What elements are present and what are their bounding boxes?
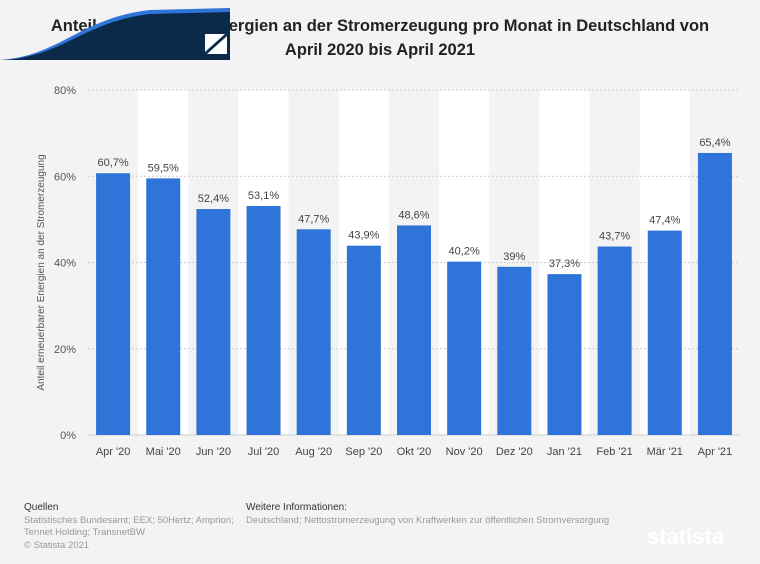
- bar: [146, 178, 181, 435]
- sources-line: Statistisches Bundesamt; EEX; 50Hertz; A…: [24, 514, 234, 526]
- data-label: 48,6%: [398, 209, 429, 221]
- copyright: © Statista 2021: [24, 539, 90, 551]
- sources: Quellen Statistisches Bundesamt; EEX; 50…: [24, 502, 234, 552]
- sources-heading: Quellen: [24, 502, 59, 513]
- bar-chart: 0% 20% 40% 60% 80% Anteil erneuerbarer Energi…: [36, 85, 740, 458]
- x-tick-label: Jan '21: [547, 446, 582, 458]
- bar: [447, 261, 482, 435]
- data-label: 52,4%: [198, 193, 229, 205]
- data-label: 43,7%: [599, 231, 630, 243]
- bar: [296, 229, 331, 435]
- statista-logo: statista: [646, 524, 724, 549]
- sources-line: Tennet Holding; TransnetBW: [24, 527, 145, 538]
- x-tick-label: Mai '20: [146, 446, 181, 458]
- y-tick-label: 20%: [54, 344, 76, 356]
- bar: [96, 173, 131, 435]
- y-tick-label: 80%: [54, 85, 76, 97]
- x-tick-label: Mär '21: [647, 446, 683, 458]
- data-label: 43,9%: [348, 230, 379, 242]
- x-tick-label: Jul '20: [248, 446, 279, 458]
- bar: [697, 152, 732, 435]
- y-tick-label: 60%: [54, 171, 76, 183]
- bar: [346, 245, 381, 435]
- more-info: Weitere Informationen: Deutschland; Nett…: [246, 502, 609, 527]
- x-tick-label: Sep '20: [345, 446, 382, 458]
- y-tick-label: 40%: [54, 258, 76, 270]
- info-heading: Weitere Informationen:: [246, 502, 347, 513]
- bar: [647, 230, 682, 435]
- x-tick-label: Aug '20: [295, 446, 332, 458]
- bar: [547, 274, 582, 435]
- statista-logo-bg: [0, 8, 230, 60]
- x-tick-label: Feb '21: [596, 446, 632, 458]
- data-label: 40,2%: [449, 246, 480, 258]
- info-text: Deutschland; Nettostromerzeugung von Kra…: [246, 514, 610, 526]
- data-label: 53,1%: [248, 190, 279, 202]
- y-tick-label: 0%: [60, 430, 76, 442]
- data-label: 65,4%: [699, 137, 730, 149]
- bar: [246, 206, 281, 435]
- x-tick-label: Nov '20: [446, 446, 483, 458]
- bar: [597, 246, 632, 435]
- x-tick-label: Jun '20: [196, 446, 231, 458]
- data-label: 60,7%: [97, 157, 128, 169]
- x-tick-label: Okt '20: [397, 446, 432, 458]
- data-label: 39%: [503, 251, 525, 263]
- y-axis-label: Anteil erneuerbarer Energien an der Stro…: [36, 154, 47, 390]
- data-label: 47,4%: [649, 215, 680, 227]
- bar: [397, 225, 431, 435]
- data-label: 59,5%: [148, 162, 179, 174]
- data-label: 37,3%: [549, 258, 580, 270]
- bar: [196, 209, 231, 435]
- x-tick-label: Apr '21: [698, 446, 733, 458]
- data-label: 47,7%: [298, 213, 329, 225]
- bar: [497, 266, 532, 435]
- x-tick-label: Dez '20: [496, 446, 533, 458]
- x-tick-label: Apr '20: [96, 446, 131, 458]
